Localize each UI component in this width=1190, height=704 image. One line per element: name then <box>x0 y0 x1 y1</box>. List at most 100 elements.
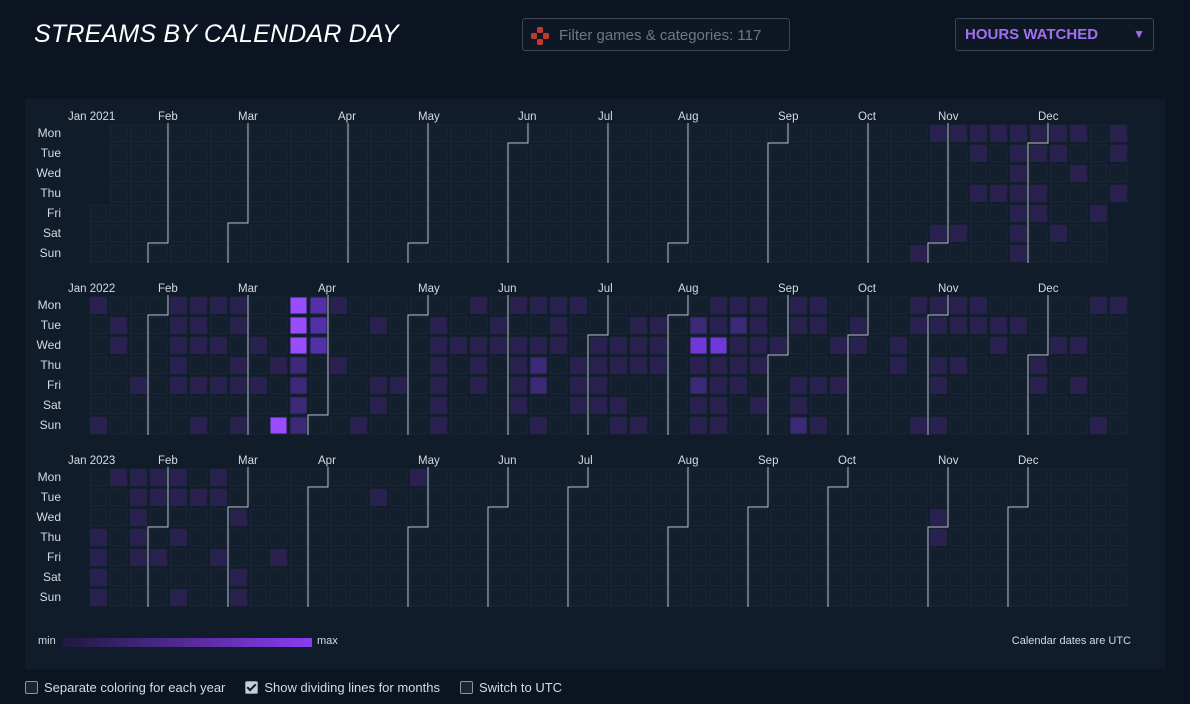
day-cell[interactable] <box>769 204 788 223</box>
day-cell[interactable] <box>889 488 908 507</box>
day-cell-active[interactable] <box>149 468 168 487</box>
day-cell[interactable] <box>549 204 568 223</box>
day-cell[interactable] <box>549 508 568 527</box>
day-cell[interactable] <box>289 144 308 163</box>
day-cell-active[interactable] <box>429 316 448 335</box>
day-cell[interactable] <box>629 144 648 163</box>
day-cell[interactable] <box>589 316 608 335</box>
day-cell-active[interactable] <box>129 468 148 487</box>
day-cell-active[interactable] <box>929 316 948 335</box>
day-cell[interactable] <box>369 224 388 243</box>
day-cell-active[interactable] <box>469 296 488 315</box>
day-cell[interactable] <box>389 488 408 507</box>
day-cell[interactable] <box>1069 548 1088 567</box>
day-cell-active[interactable] <box>209 468 228 487</box>
day-cell[interactable] <box>1049 184 1068 203</box>
day-cell-active[interactable] <box>529 336 548 355</box>
day-cell[interactable] <box>149 336 168 355</box>
day-cell[interactable] <box>509 416 528 435</box>
day-cell[interactable] <box>129 588 148 607</box>
day-cell-active[interactable] <box>129 528 148 547</box>
day-cell[interactable] <box>629 124 648 143</box>
day-cell-active[interactable] <box>809 376 828 395</box>
day-cell[interactable] <box>369 356 388 375</box>
day-cell[interactable] <box>209 224 228 243</box>
day-cell[interactable] <box>189 144 208 163</box>
day-cell-active[interactable] <box>1029 124 1048 143</box>
day-cell-active[interactable] <box>89 416 108 435</box>
day-cell[interactable] <box>609 508 628 527</box>
day-cell[interactable] <box>389 416 408 435</box>
day-cell[interactable] <box>529 488 548 507</box>
day-cell[interactable] <box>1009 588 1028 607</box>
day-cell[interactable] <box>349 164 368 183</box>
day-cell[interactable] <box>1069 528 1088 547</box>
day-cell-active[interactable] <box>929 224 948 243</box>
day-cell[interactable] <box>409 164 428 183</box>
day-cell[interactable] <box>669 244 688 263</box>
day-cell[interactable] <box>309 568 328 587</box>
day-cell[interactable] <box>389 336 408 355</box>
day-cell[interactable] <box>849 244 868 263</box>
day-cell[interactable] <box>1109 316 1128 335</box>
day-cell[interactable] <box>589 488 608 507</box>
day-cell[interactable] <box>849 528 868 547</box>
day-cell[interactable] <box>949 336 968 355</box>
day-cell-active[interactable] <box>929 508 948 527</box>
day-cell-active[interactable] <box>889 336 908 355</box>
day-cell[interactable] <box>169 124 188 143</box>
day-cell[interactable] <box>569 416 588 435</box>
day-cell[interactable] <box>369 296 388 315</box>
day-cell[interactable] <box>469 488 488 507</box>
day-cell[interactable] <box>389 144 408 163</box>
day-cell[interactable] <box>769 184 788 203</box>
day-cell-active[interactable] <box>89 528 108 547</box>
day-cell[interactable] <box>409 588 428 607</box>
day-cell[interactable] <box>249 568 268 587</box>
day-cell-active[interactable] <box>329 356 348 375</box>
day-cell[interactable] <box>709 224 728 243</box>
day-cell-active[interactable] <box>709 416 728 435</box>
day-cell[interactable] <box>529 316 548 335</box>
day-cell-active[interactable] <box>409 468 428 487</box>
day-cell[interactable] <box>289 488 308 507</box>
day-cell[interactable] <box>309 376 328 395</box>
day-cell[interactable] <box>989 488 1008 507</box>
day-cell[interactable] <box>1069 244 1088 263</box>
day-cell-active[interactable] <box>1089 204 1108 223</box>
day-cell-active[interactable] <box>129 488 148 507</box>
day-cell[interactable] <box>329 204 348 223</box>
day-cell[interactable] <box>449 296 468 315</box>
day-cell[interactable] <box>209 528 228 547</box>
day-cell[interactable] <box>949 468 968 487</box>
day-cell[interactable] <box>329 488 348 507</box>
day-cell-active[interactable] <box>309 296 328 315</box>
day-cell[interactable] <box>329 588 348 607</box>
day-cell[interactable] <box>249 528 268 547</box>
day-cell[interactable] <box>649 124 668 143</box>
day-cell-active[interactable] <box>109 468 128 487</box>
day-cell[interactable] <box>669 568 688 587</box>
day-cell[interactable] <box>909 204 928 223</box>
day-cell[interactable] <box>469 124 488 143</box>
day-cell[interactable] <box>289 204 308 223</box>
day-cell[interactable] <box>669 396 688 415</box>
day-cell[interactable] <box>409 336 428 355</box>
day-cell[interactable] <box>969 568 988 587</box>
day-cell[interactable] <box>809 184 828 203</box>
day-cell[interactable] <box>789 468 808 487</box>
day-cell[interactable] <box>469 164 488 183</box>
day-cell-active[interactable] <box>369 376 388 395</box>
day-cell[interactable] <box>149 144 168 163</box>
day-cell[interactable] <box>1089 568 1108 587</box>
day-cell-active[interactable] <box>769 336 788 355</box>
day-cell[interactable] <box>829 588 848 607</box>
day-cell[interactable] <box>609 144 628 163</box>
day-cell[interactable] <box>949 164 968 183</box>
day-cell[interactable] <box>889 164 908 183</box>
day-cell[interactable] <box>209 124 228 143</box>
day-cell-active[interactable] <box>929 416 948 435</box>
day-cell[interactable] <box>949 376 968 395</box>
day-cell-active[interactable] <box>629 416 648 435</box>
day-cell[interactable] <box>369 528 388 547</box>
